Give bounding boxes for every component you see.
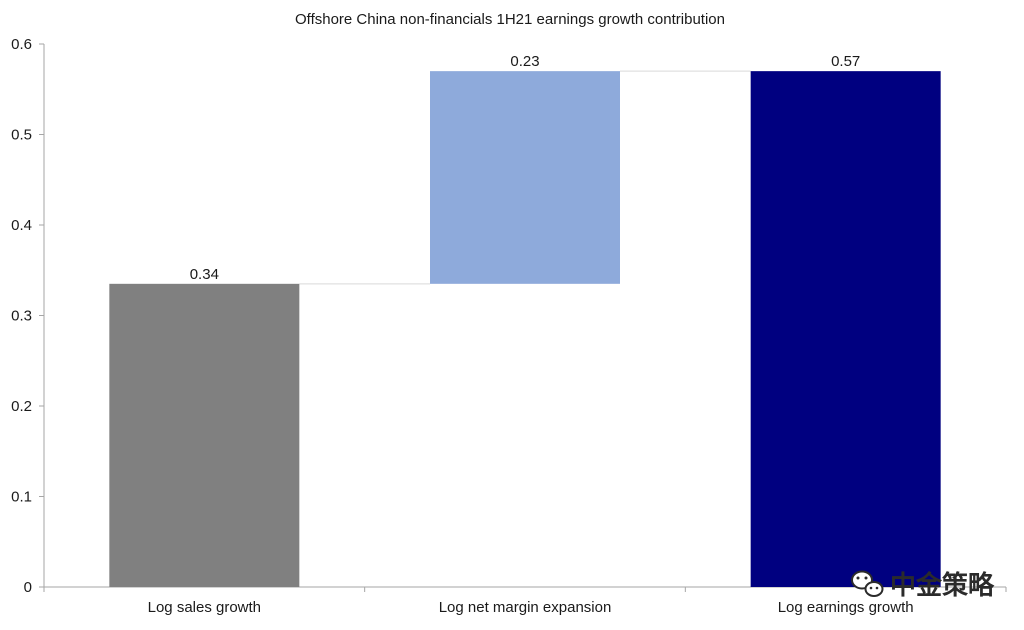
chart-title: Offshore China non-financials 1H21 earni… — [295, 11, 725, 28]
y-tick-label: 0.3 — [11, 308, 32, 325]
watermark: 中金策略 — [851, 570, 995, 601]
y-tick-label: 0 — [24, 579, 32, 596]
x-category-label: Log net margin expansion — [439, 599, 612, 616]
watermark-text: 中金策略 — [890, 570, 995, 601]
axes: 0 0.1 0.2 0.3 0.4 0.5 0.6 Log sales growth Log n… — [11, 36, 1007, 616]
bar-1 — [109, 283, 300, 587]
y-tick-label: 0.6 — [11, 36, 32, 53]
data-labels: 0.34 0.23 0.57 — [190, 53, 861, 283]
data-label: 0.57 — [831, 53, 860, 70]
y-tick-label: 0.2 — [11, 398, 32, 415]
y-tick-label: 0.4 — [11, 217, 32, 234]
bar-2 — [430, 71, 620, 284]
wechat-icon — [851, 570, 884, 597]
connectors — [299, 70, 751, 285]
y-tick-label: 0.1 — [11, 489, 32, 506]
x-category-label: Log earnings growth — [778, 599, 914, 616]
x-category-label: Log sales growth — [148, 599, 261, 616]
data-label: 0.23 — [510, 53, 539, 70]
bar-3 — [750, 71, 941, 587]
data-label: 0.34 — [190, 266, 219, 283]
bars — [109, 71, 941, 587]
y-tick-label: 0.5 — [11, 127, 32, 144]
